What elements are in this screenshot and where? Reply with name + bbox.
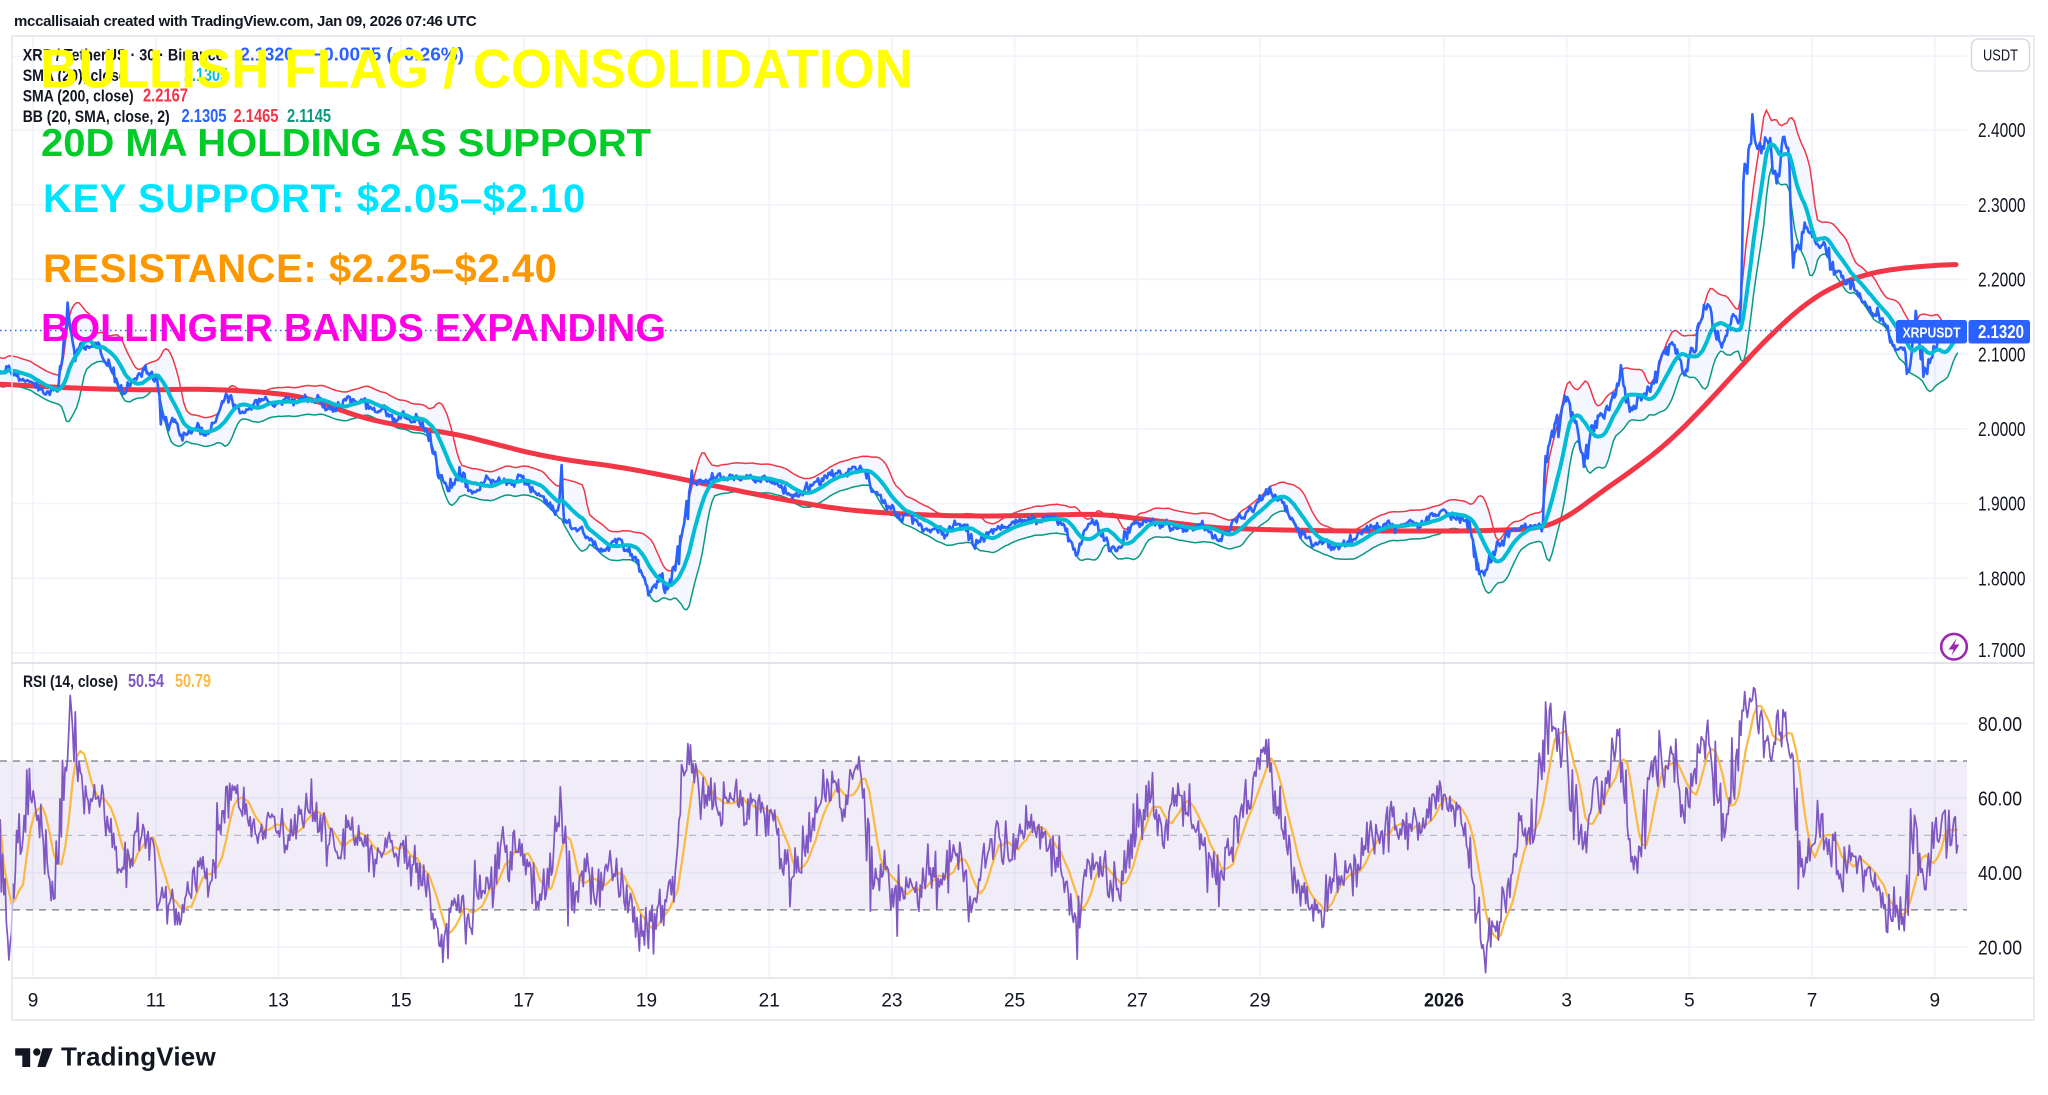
svg-text:BB (20, SMA, close, 2): BB (20, SMA, close, 2): [23, 107, 170, 126]
svg-text:TradingView: TradingView: [61, 1042, 216, 1072]
svg-text:2.1465: 2.1465: [234, 106, 279, 126]
svg-text:RSI (14, close): RSI (14, close): [23, 672, 118, 691]
svg-text:1.9000: 1.9000: [1978, 494, 2026, 516]
svg-text:BULLISH FLAG / CONSOLIDATION: BULLISH FLAG / CONSOLIDATION: [40, 38, 913, 100]
svg-text:2026: 2026: [1424, 991, 1464, 1012]
svg-text:25: 25: [1004, 991, 1025, 1012]
svg-text:2.1305: 2.1305: [184, 65, 228, 85]
svg-text:3: 3: [1561, 991, 1572, 1012]
svg-text:XRPUSDT: XRPUSDT: [1903, 325, 1961, 342]
svg-text:RESISTANCE: $2.25–$2.40: RESISTANCE: $2.25–$2.40: [43, 247, 557, 291]
svg-text:2.0000: 2.0000: [1978, 419, 2026, 441]
svg-text:29: 29: [1249, 991, 1270, 1012]
svg-text:2.1320: 2.1320: [1978, 321, 2024, 342]
svg-text:2.4000: 2.4000: [1978, 120, 2026, 142]
svg-text:2.2167: 2.2167: [143, 86, 188, 106]
svg-text:23: 23: [881, 991, 902, 1012]
svg-text:27: 27: [1127, 991, 1148, 1012]
svg-text:50.54: 50.54: [128, 671, 164, 691]
svg-text:2.1000: 2.1000: [1978, 344, 2026, 366]
svg-text:1.8000: 1.8000: [1978, 568, 2026, 590]
svg-text:1.7000: 1.7000: [1978, 640, 2026, 662]
svg-text:2.3000: 2.3000: [1978, 195, 2026, 217]
svg-text:KEY SUPPORT: $2.05–$2.10: KEY SUPPORT: $2.05–$2.10: [43, 177, 586, 221]
svg-text:11: 11: [146, 991, 166, 1012]
svg-text:15: 15: [391, 991, 412, 1012]
svg-text:2.1305: 2.1305: [182, 106, 227, 126]
svg-text:−0.0075 (−0.26%): −0.0075 (−0.26%): [312, 45, 464, 65]
svg-text:80.00: 80.00: [1978, 714, 2022, 736]
svg-text:BOLLINGER BANDS EXPANDING: BOLLINGER BANDS EXPANDING: [41, 307, 666, 350]
svg-text:13: 13: [268, 991, 289, 1012]
svg-text:20.00: 20.00: [1978, 937, 2022, 959]
svg-text:60.00: 60.00: [1978, 788, 2022, 810]
svg-text:7: 7: [1807, 991, 1818, 1012]
svg-text:XRP / TetherUS · 30 · Binance: XRP / TetherUS · 30 · Binance: [23, 46, 224, 65]
svg-text:5: 5: [1684, 991, 1695, 1012]
svg-text:2.2000: 2.2000: [1978, 270, 2026, 292]
svg-text:2.1145: 2.1145: [287, 106, 331, 126]
svg-text:17: 17: [513, 991, 534, 1012]
svg-text:USDT: USDT: [1983, 48, 2018, 65]
svg-text:SMA (20), close: SMA (20), close: [23, 66, 127, 85]
svg-text:50.79: 50.79: [175, 671, 211, 691]
svg-text:9: 9: [28, 991, 39, 1012]
svg-text:9: 9: [1930, 991, 1941, 1012]
svg-text:19: 19: [636, 991, 657, 1012]
svg-text:mccallisaiah created with Trad: mccallisaiah created with TradingView.co…: [14, 13, 477, 30]
svg-text:21: 21: [759, 991, 780, 1012]
svg-text:2.1320: 2.1320: [240, 45, 294, 65]
svg-text:SMA (200, close): SMA (200, close): [23, 87, 134, 106]
svg-text:40.00: 40.00: [1978, 863, 2022, 885]
svg-text:20D MA HOLDING AS SUPPORT: 20D MA HOLDING AS SUPPORT: [41, 122, 651, 165]
